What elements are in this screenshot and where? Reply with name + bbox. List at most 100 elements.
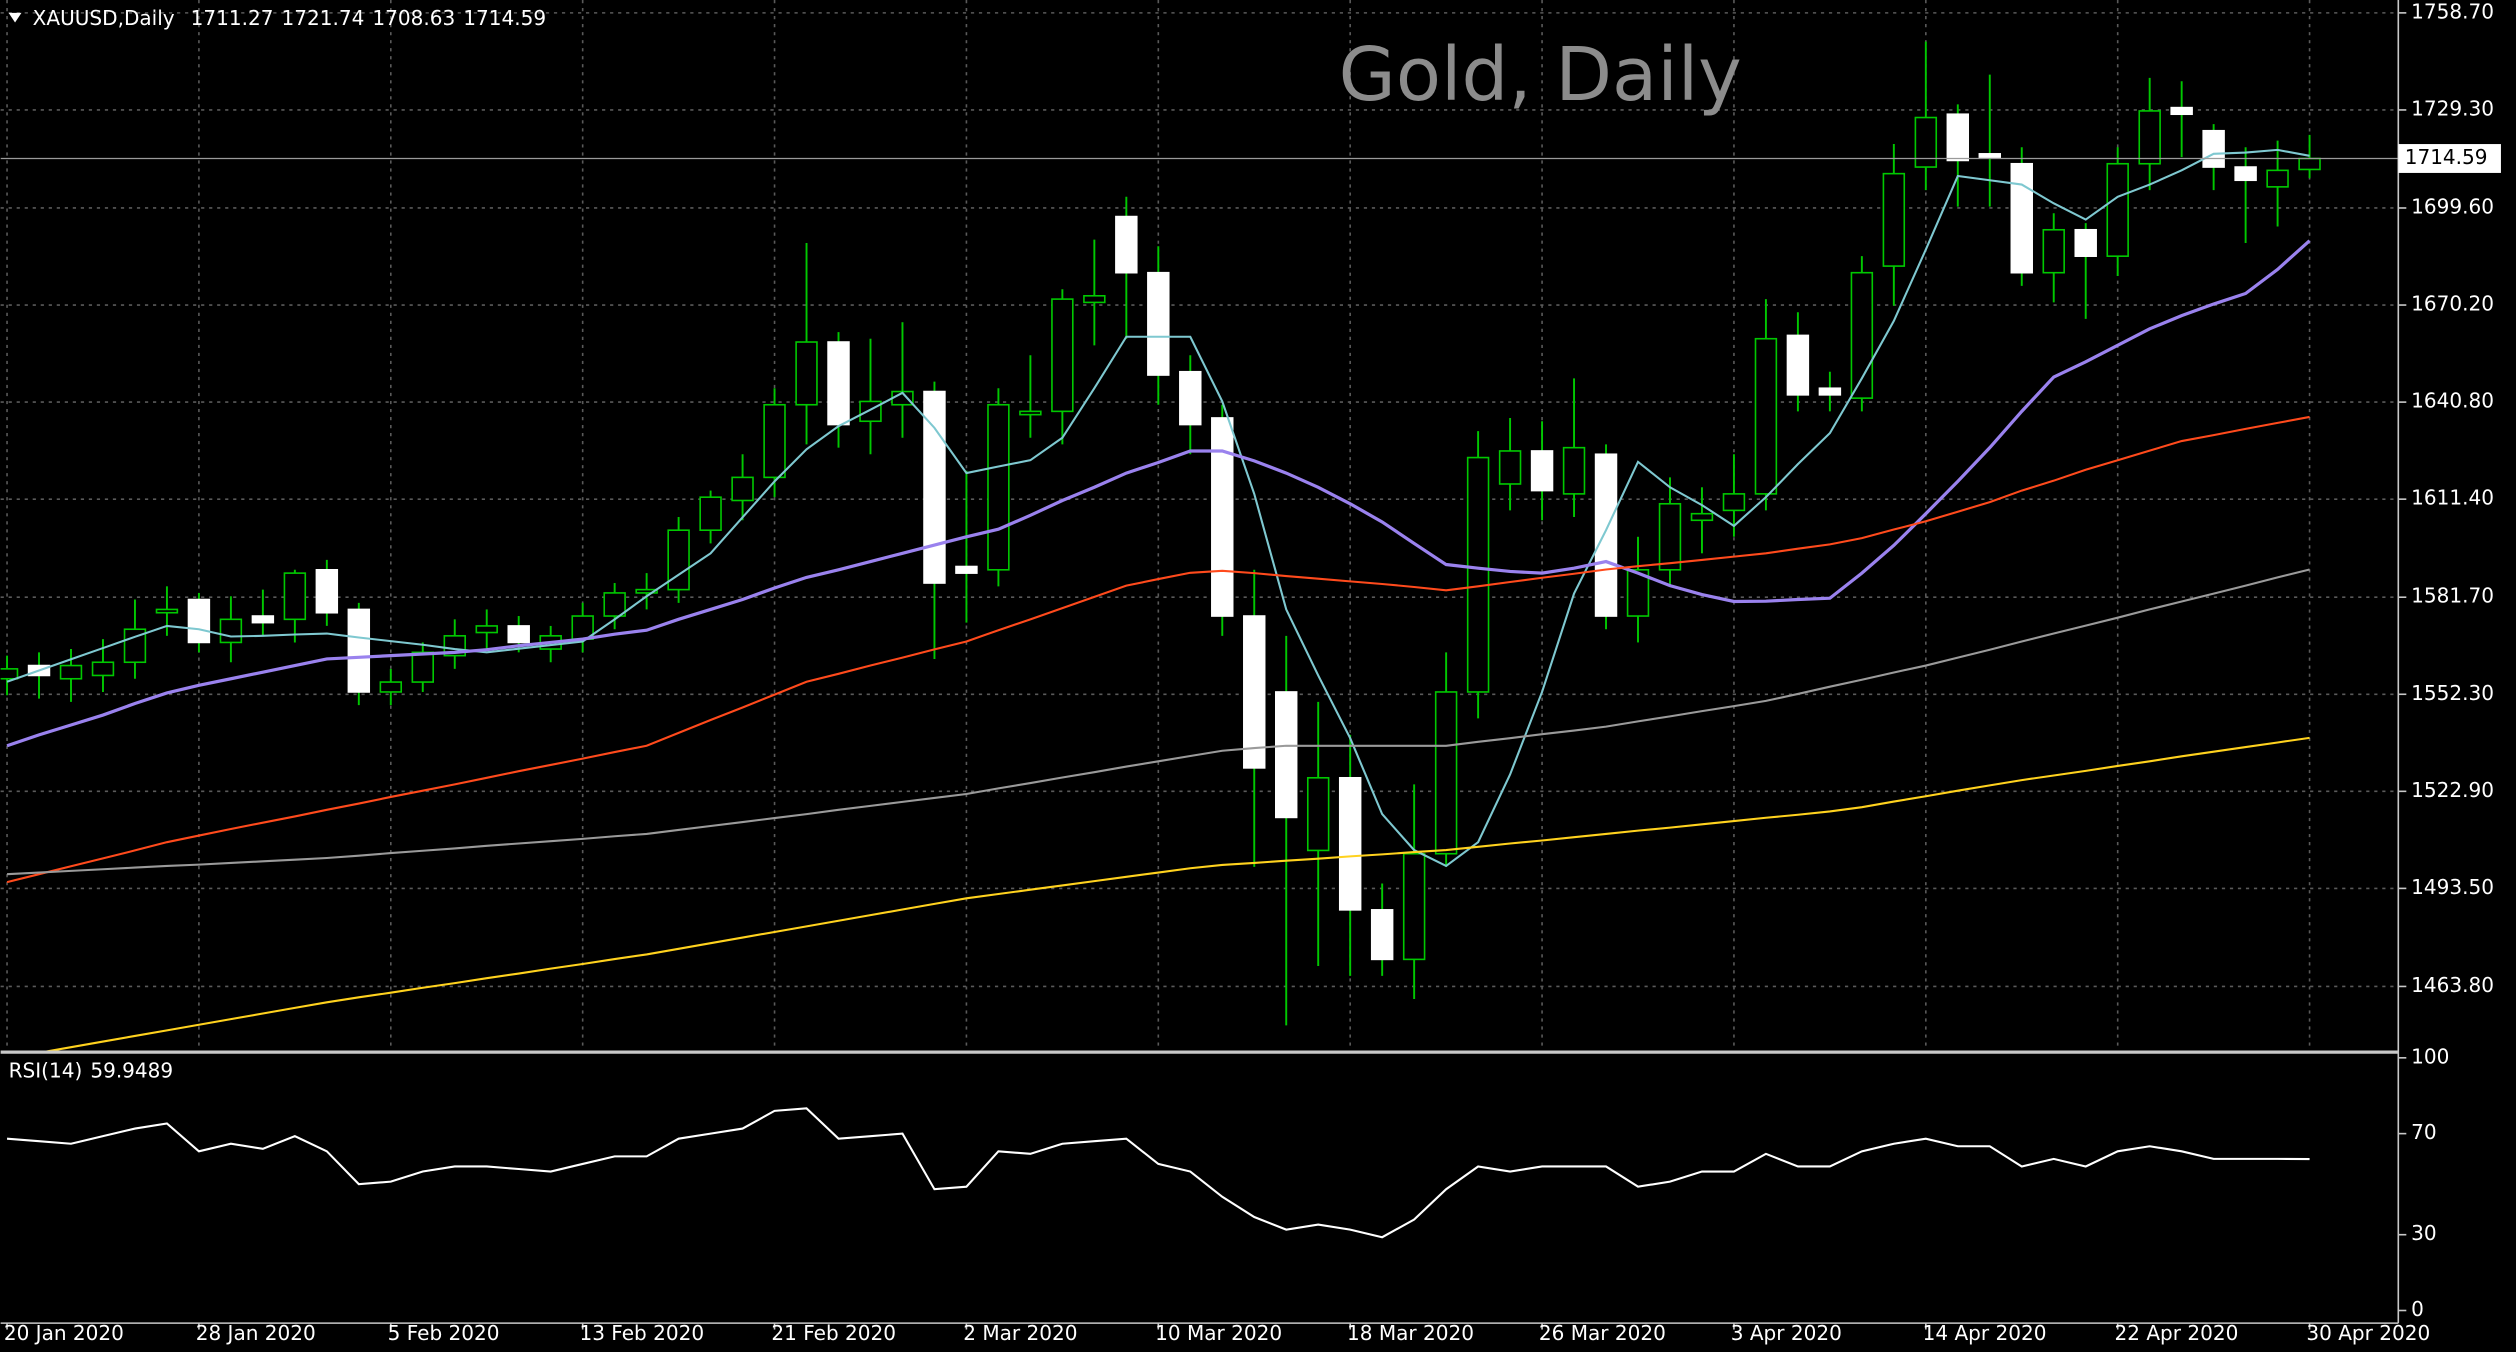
x-tick-label: 26 Mar 2020 <box>1539 1321 1666 1345</box>
rsi-header: RSI(14) 59.9489 <box>9 1058 174 1082</box>
line-series <box>6 239 2311 748</box>
candle-body <box>1754 337 1778 495</box>
chart-title: Gold, Daily <box>1339 33 1742 118</box>
candle-body <box>1402 852 1426 961</box>
candle-body <box>2234 166 2257 182</box>
candle-body <box>251 615 275 624</box>
line-series <box>46 736 2310 1051</box>
grid <box>0 0 2399 1051</box>
candle-body <box>2138 110 2161 165</box>
candle-body <box>1946 113 1970 162</box>
y-tick-label: 1640.80 <box>2411 389 2494 413</box>
candle-body <box>1690 512 1714 522</box>
candle-body <box>1051 298 1074 413</box>
candle-body <box>283 572 307 621</box>
candle-body <box>1978 153 2002 158</box>
candle-body <box>1658 502 1682 571</box>
candle-body <box>1434 691 1458 855</box>
candle-body <box>1466 456 1490 693</box>
candle-body <box>1338 776 1362 911</box>
rsi-value: 59.9489 <box>90 1058 173 1082</box>
candle-body <box>1530 450 1554 492</box>
y-tick-label: 70 <box>2411 1120 2437 1144</box>
candle-body <box>731 476 754 502</box>
candle-body <box>1019 410 1042 416</box>
candle-body <box>1882 172 1906 267</box>
y-tick-label: 0 <box>2411 1297 2424 1321</box>
x-tick-label: 13 Feb 2020 <box>579 1321 704 1345</box>
candle-body <box>2170 106 2193 116</box>
header-open: 1711.27 <box>191 6 274 30</box>
x-tick-label: 28 Jan 2020 <box>196 1321 316 1345</box>
candle-body <box>379 681 403 693</box>
dropdown-icon <box>8 12 22 23</box>
candle-body <box>411 651 435 683</box>
axis-labels: 1758.70 1729.30 1699.60 1670.20 1640.80 1611.… <box>4 0 2501 1345</box>
line-series <box>6 148 2310 868</box>
candle-body <box>315 569 339 614</box>
x-tick-label: 18 Mar 2020 <box>1347 1321 1474 1345</box>
candle-body <box>2010 162 2033 274</box>
line-series <box>6 1107 2310 1239</box>
current-price-label: 1714.59 <box>2405 145 2488 169</box>
x-tick-label: 3 Apr 2020 <box>1731 1321 1842 1345</box>
current-price-box <box>2398 144 2501 173</box>
candle-body <box>507 625 530 644</box>
candle-body <box>795 341 818 406</box>
line-series <box>6 415 2310 884</box>
y-tick-label: 1552.30 <box>2411 681 2494 705</box>
header-low: 1708.63 <box>372 6 455 30</box>
candle-body <box>1243 615 1266 769</box>
candle-body <box>2106 162 2129 257</box>
candle-body <box>1786 334 1810 396</box>
candle-body <box>123 628 147 664</box>
candle-body <box>1211 417 1234 617</box>
candle-body <box>667 529 690 591</box>
x-tick-label: 10 Mar 2020 <box>1155 1321 1282 1345</box>
candle-body <box>187 598 211 644</box>
candle-body <box>987 403 1010 571</box>
y-tick-label: 30 <box>2411 1221 2437 1245</box>
price-pane <box>0 41 2399 1051</box>
line-series <box>6 568 2310 876</box>
candle-body <box>2202 129 2225 168</box>
candle-body <box>1722 493 1746 512</box>
y-tick-label: 1729.30 <box>2411 96 2494 120</box>
candle-body <box>699 496 722 531</box>
candle-body <box>2266 169 2289 188</box>
x-tick-label: 20 Jan 2020 <box>4 1321 124 1345</box>
y-tick-label: 1611.40 <box>2411 486 2494 510</box>
candle-body <box>0 668 19 680</box>
candle-body <box>923 390 946 584</box>
candle-body <box>827 341 850 426</box>
x-tick-label: 2 Mar 2020 <box>963 1321 1077 1345</box>
candle-body <box>763 403 786 479</box>
candle-body <box>1115 215 1138 274</box>
y-tick-label: 1699.60 <box>2411 194 2494 218</box>
candle-body <box>59 664 83 680</box>
candle-body <box>219 618 243 644</box>
candle-body <box>1275 691 1298 819</box>
candle-body <box>1626 569 1650 617</box>
candle-body <box>91 661 115 677</box>
y-tick-label: 1463.80 <box>2411 973 2494 997</box>
x-tick-label: 21 Feb 2020 <box>771 1321 896 1345</box>
candle-body <box>347 608 371 693</box>
symbol: XAUUSD,Daily <box>33 6 175 30</box>
candle-body <box>1179 370 1202 426</box>
x-tick-label: 14 Apr 2020 <box>1923 1321 2047 1345</box>
x-tick-label: 22 Apr 2020 <box>2114 1321 2238 1345</box>
candle-body <box>1498 450 1522 485</box>
candle-body <box>1083 294 1106 304</box>
candle-body <box>155 608 179 614</box>
y-tick-label: 1758.70 <box>2411 0 2494 23</box>
candle-body <box>2042 228 2065 274</box>
candle-body <box>475 625 498 634</box>
candle-body <box>1914 116 1938 168</box>
header-high: 1721.74 <box>282 6 365 30</box>
y-tick-label: 1493.50 <box>2411 875 2494 899</box>
y-tick-label: 1581.70 <box>2411 584 2494 608</box>
candle-body <box>859 400 882 423</box>
x-tick-label: 30 Apr 2020 <box>2306 1321 2430 1345</box>
candle-body <box>1850 271 1874 399</box>
